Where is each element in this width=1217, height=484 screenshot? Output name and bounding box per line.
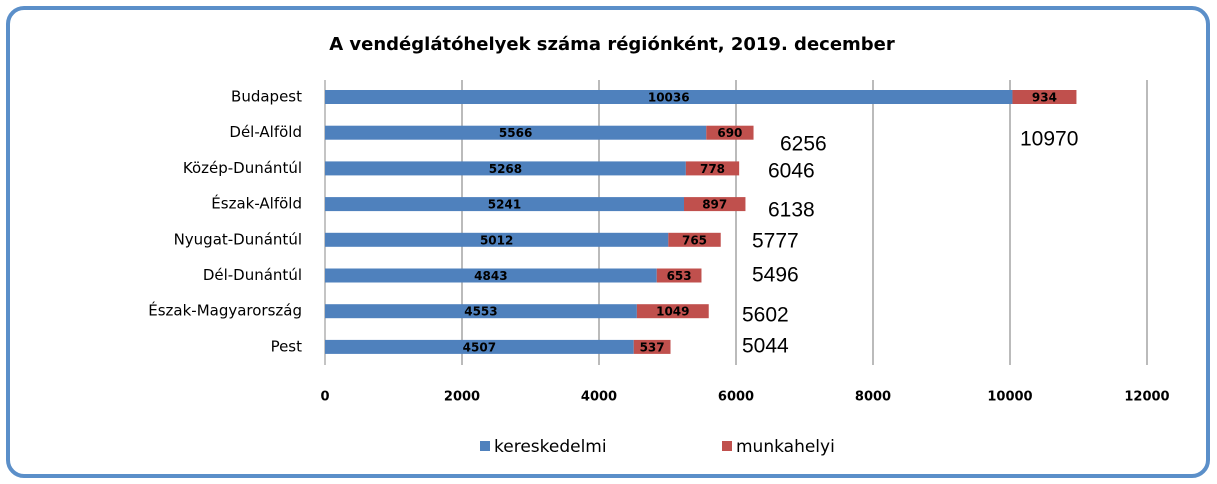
x-tick-label: 6000 — [718, 390, 754, 405]
bar-segment — [1012, 90, 1077, 104]
bar-segment — [656, 268, 702, 283]
bar-segment — [325, 197, 685, 212]
data-label: 765 — [682, 233, 707, 247]
data-label: 5566 — [499, 126, 532, 140]
data-label: 4843 — [474, 269, 507, 283]
bar-segment — [325, 232, 669, 247]
bar-segment — [684, 197, 746, 212]
data-label: 778 — [700, 162, 725, 176]
data-label: 537 — [640, 340, 665, 354]
y-tick-label: Budapest — [231, 88, 302, 106]
bar-segment — [325, 161, 686, 176]
legend-swatch — [722, 441, 732, 451]
total-label: 6138 — [768, 199, 815, 222]
total-label: 5044 — [742, 335, 789, 358]
data-label: 690 — [717, 126, 742, 140]
bar-segment — [706, 125, 754, 140]
bar-segment — [325, 304, 637, 319]
chart-title: A vendéglátóhelyek száma régiónként, 201… — [329, 34, 895, 55]
y-tick-label: Dél-Dunántúl — [203, 266, 302, 284]
data-label: 934 — [1032, 91, 1057, 105]
total-label: 10970 — [1020, 128, 1078, 151]
y-tick-label: Dél-Alföld — [229, 123, 302, 141]
y-tick-label: Közép-Dunántúl — [183, 159, 302, 177]
total-label: 5496 — [752, 264, 799, 287]
x-tick-label: 10000 — [987, 390, 1032, 405]
y-tick-label: Észak-Magyarország — [148, 301, 302, 320]
bar-segment — [325, 125, 707, 140]
y-tick-label: Pest — [271, 337, 303, 355]
data-label: 653 — [667, 269, 692, 283]
data-label: 5241 — [488, 198, 521, 212]
total-label: 6046 — [768, 160, 815, 183]
x-tick-label: 0 — [320, 390, 329, 405]
x-tick-label: 4000 — [581, 390, 617, 405]
data-label: 10036 — [648, 91, 690, 105]
data-label: 5012 — [480, 233, 513, 247]
data-label: 4507 — [463, 340, 496, 354]
bar-segment — [325, 90, 1013, 104]
y-tick-label: Észak-Alföld — [211, 194, 302, 213]
total-label: 6256 — [780, 133, 827, 156]
legend-label: munkahelyi — [736, 437, 835, 457]
bar-segment — [668, 232, 721, 247]
bar-segment — [636, 304, 709, 319]
legend-swatch — [480, 441, 490, 451]
bar-segment — [325, 339, 634, 354]
x-tick-label: 12000 — [1124, 390, 1169, 405]
data-label: 4553 — [464, 305, 497, 319]
legend-label: kereskedelmi — [494, 437, 607, 457]
total-label: 5777 — [752, 230, 799, 253]
total-label: 5602 — [742, 304, 789, 327]
data-label: 897 — [702, 198, 727, 212]
x-tick-label: 8000 — [855, 390, 891, 405]
x-tick-label: 2000 — [444, 390, 480, 405]
bar-segment — [325, 268, 657, 283]
bar-segment — [685, 161, 740, 176]
bar-segment — [633, 339, 671, 354]
data-label: 5268 — [489, 162, 522, 176]
y-tick-label: Nyugat-Dunántúl — [174, 230, 302, 248]
data-label: 1049 — [656, 305, 689, 319]
